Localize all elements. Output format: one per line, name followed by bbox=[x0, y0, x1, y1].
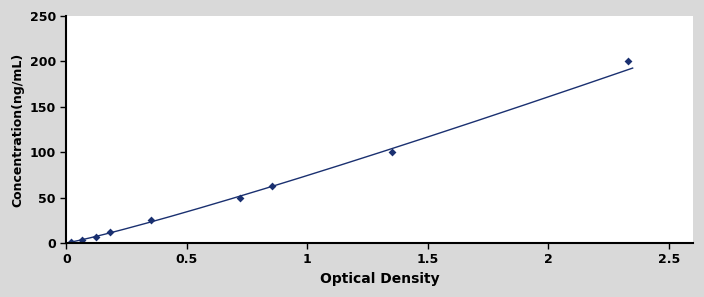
Point bbox=[145, 218, 156, 223]
Y-axis label: Concentration(ng/mL): Concentration(ng/mL) bbox=[11, 52, 24, 207]
Point bbox=[65, 240, 77, 244]
Point bbox=[76, 238, 87, 243]
Point bbox=[105, 229, 116, 234]
Point bbox=[234, 195, 246, 200]
Point bbox=[91, 235, 102, 240]
Point bbox=[267, 184, 278, 189]
Point bbox=[622, 59, 634, 64]
Point bbox=[386, 150, 397, 154]
X-axis label: Optical Density: Optical Density bbox=[320, 272, 439, 286]
